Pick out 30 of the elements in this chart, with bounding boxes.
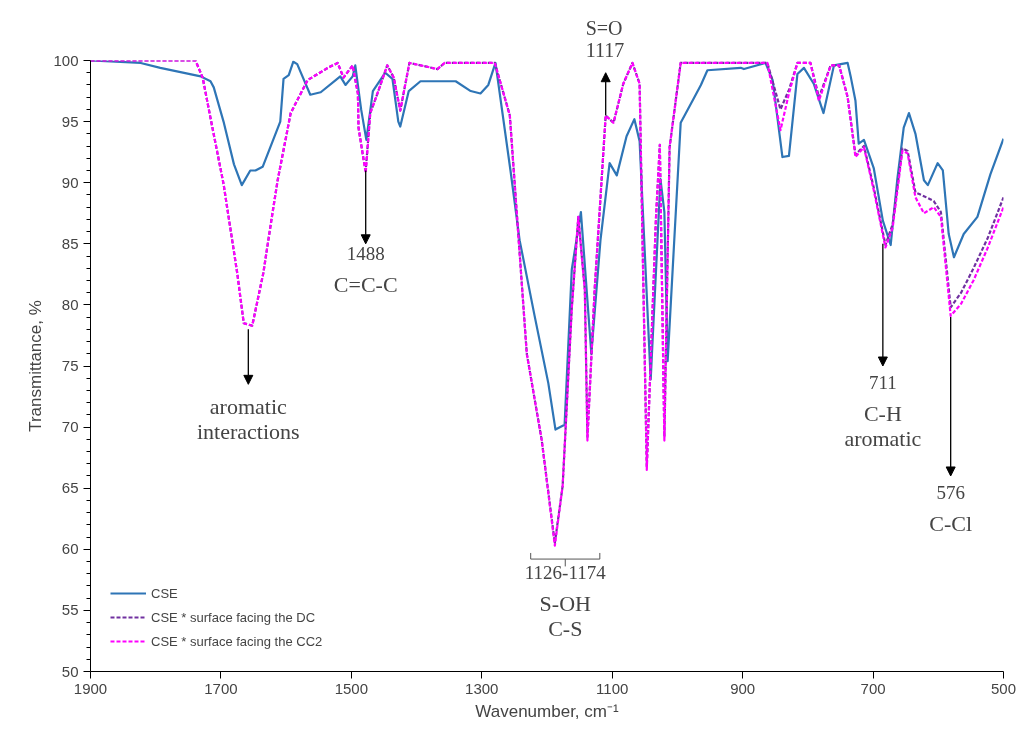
y-tick-label: 55 xyxy=(61,601,79,619)
y-tick-label: 50 xyxy=(61,662,79,680)
y-tick-label: 80 xyxy=(61,295,79,313)
annotation: 576 C-Cl xyxy=(929,481,973,536)
x-tick-label: 1100 xyxy=(596,679,629,697)
x-tick-label: 1700 xyxy=(204,679,238,697)
y-tick-label: 75 xyxy=(61,357,79,374)
x-tick-label: 1500 xyxy=(334,679,369,697)
annotation: S=O 1117 xyxy=(585,16,625,61)
y-tick-label: 65 xyxy=(61,479,79,497)
y-tick-label: 95 xyxy=(61,112,79,130)
y-axis-title: Transmittance, % xyxy=(26,300,46,432)
annotation: 1488 C=C-C xyxy=(333,243,398,298)
y-tick-label: 90 xyxy=(61,173,79,191)
x-tick-label: 700 xyxy=(860,679,886,697)
legend-label: CSE * surface facing the DC xyxy=(151,609,316,625)
x-axis-title: Wavenumber, cm⁻¹ xyxy=(475,701,619,721)
y-tick-label: 100 xyxy=(53,51,79,69)
annotation: aromatic interactions xyxy=(197,394,300,445)
y-tick-label: 85 xyxy=(61,234,79,252)
x-tick-label: 1900 xyxy=(73,679,108,697)
x-tick-label: 900 xyxy=(730,679,756,697)
annotation: 711 C-H aromatic xyxy=(844,371,922,451)
x-tick-label: 500 xyxy=(990,679,1017,697)
y-tick-label: 60 xyxy=(61,540,79,558)
legend-label: CSE * surface facing the CC2 xyxy=(151,633,323,649)
annotation: 1126-1174 S-OH C-S xyxy=(524,562,607,642)
y-tick-label: 70 xyxy=(61,418,79,436)
x-tick-label: 1300 xyxy=(465,679,499,697)
legend-label: CSE xyxy=(151,585,178,601)
